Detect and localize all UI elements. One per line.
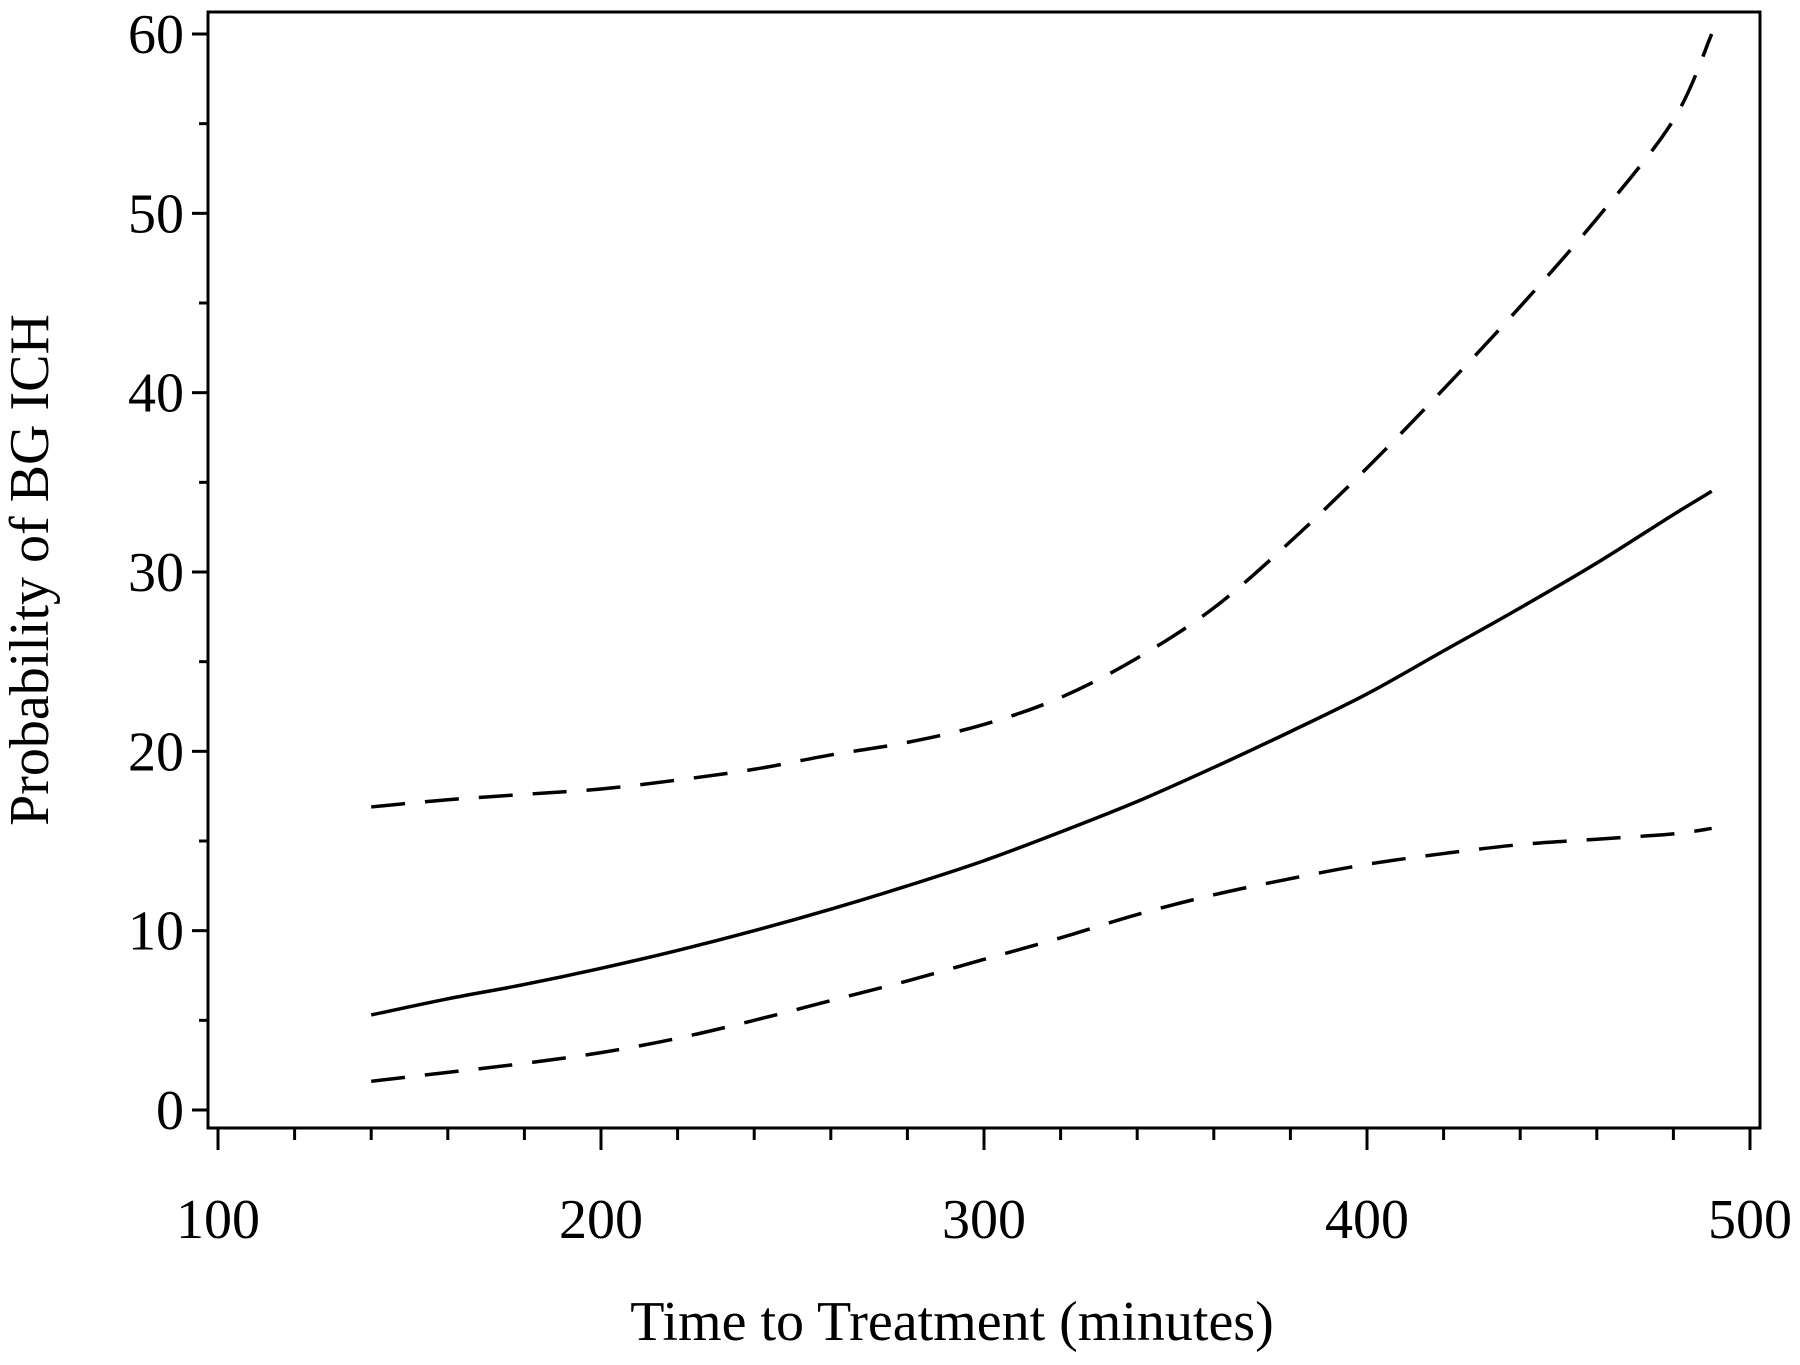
- y-tick-label: 30: [128, 542, 184, 604]
- y-tick-label: 50: [128, 183, 184, 245]
- x-tick-label: 200: [559, 1189, 643, 1251]
- x-tick-label: 500: [1708, 1189, 1792, 1251]
- lower-dashed-curve: [370, 826, 1712, 1084]
- y-tick-label: 0: [156, 1080, 184, 1142]
- x-tick-label: 400: [1325, 1189, 1409, 1251]
- y-tick-label: 40: [128, 363, 184, 425]
- solid-curve: [370, 489, 1713, 1017]
- x-tick-label: 100: [176, 1189, 260, 1251]
- y-tick-label: 10: [128, 901, 184, 963]
- x-axis-label: Time to Treatment (minutes): [630, 1291, 1274, 1353]
- upper-dashed-curve: [371, 33, 1714, 809]
- x-axis: 100 200 300 400 500: [176, 1128, 1792, 1251]
- y-axis-label: Probability of BG ICH: [0, 314, 61, 826]
- series-lines: [370, 33, 1714, 1084]
- y-axis: 0 10 20 30 40 50 60: [128, 4, 208, 1142]
- y-tick-label: 60: [128, 4, 184, 66]
- x-tick-label: 300: [942, 1189, 1026, 1251]
- y-tick-label: 20: [128, 721, 184, 783]
